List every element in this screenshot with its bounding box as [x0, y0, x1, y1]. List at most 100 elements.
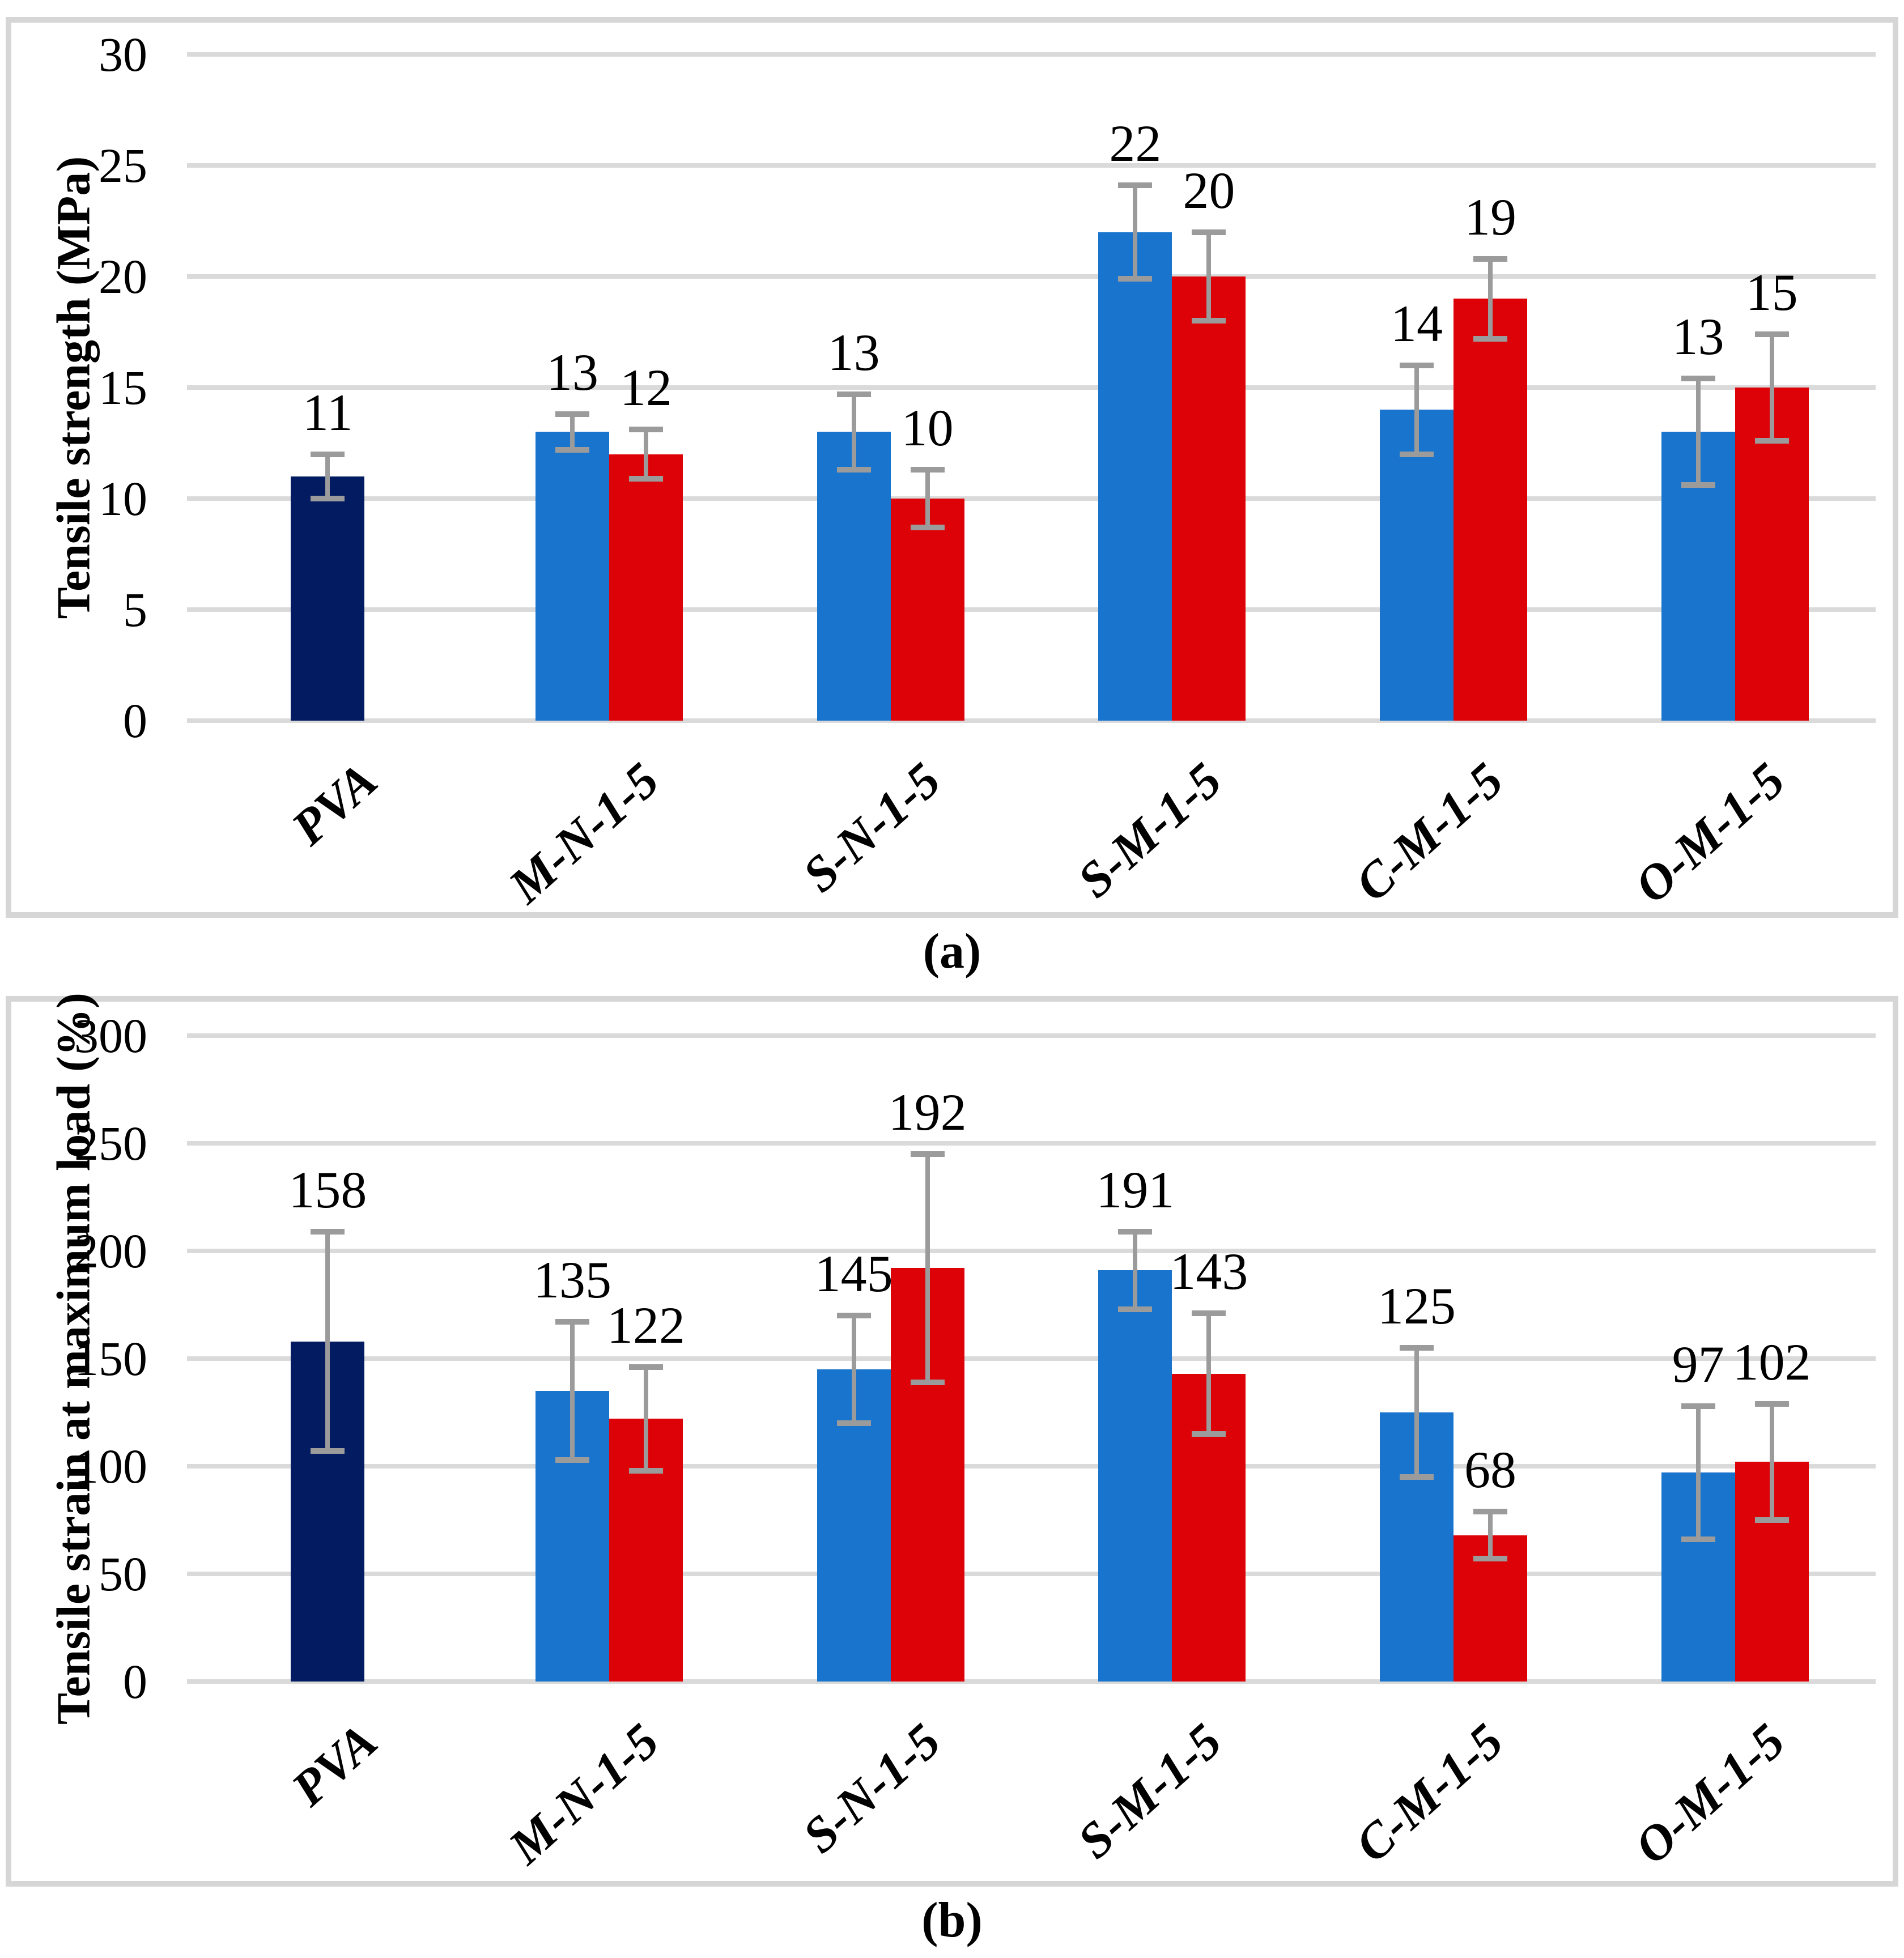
x-category-label: M-N-1-5	[499, 752, 670, 914]
y-tick-label: 300	[74, 1008, 147, 1063]
value-label: 10	[901, 399, 954, 457]
value-label: 192	[888, 1083, 967, 1141]
value-label: 11	[303, 383, 353, 441]
error-bar-line	[644, 429, 648, 479]
x-category-label: S-M-1-5	[1068, 752, 1232, 909]
value-label: 158	[288, 1160, 367, 1219]
value-label: 14	[1391, 294, 1443, 352]
value-label: 102	[1732, 1333, 1811, 1391]
error-bar-cap-top	[1192, 229, 1226, 235]
gridline	[187, 1464, 1876, 1468]
error-bar-cap-top	[1754, 1401, 1789, 1407]
gridline	[187, 496, 1876, 501]
error-bar-cap-bottom	[1681, 482, 1715, 488]
bar-red	[609, 454, 683, 721]
error-bar-line	[1414, 365, 1419, 454]
error-bar-cap-bottom	[1400, 1474, 1434, 1480]
error-bar-cap-bottom	[1473, 1556, 1507, 1562]
value-label: 97	[1672, 1335, 1724, 1393]
chart-panel-a: Tensile strength (MPa) 0 5 10 15 20 25 30 11 PVA…	[6, 17, 1898, 918]
y-tick-label: 200	[74, 1224, 147, 1278]
error-bar-line	[1133, 1231, 1138, 1309]
value-label: 122	[607, 1296, 685, 1355]
error-bar-cap-bottom	[1400, 451, 1434, 457]
error-bar-line	[1133, 185, 1138, 279]
error-bar-cap-bottom	[910, 524, 945, 530]
error-bar-cap-bottom	[836, 467, 871, 473]
error-bar-cap-top	[836, 1313, 871, 1318]
error-bar-cap-top	[910, 467, 945, 473]
bar-red	[1172, 276, 1246, 721]
value-label: 13	[1672, 308, 1724, 366]
error-bar-line	[570, 1322, 575, 1460]
gridline	[187, 607, 1876, 612]
y-tick-label: 250	[74, 1116, 147, 1170]
error-bar-line	[1695, 1406, 1701, 1540]
error-bar-cap-top	[910, 1151, 945, 1157]
value-label: 15	[1745, 263, 1798, 321]
error-bar-cap-top	[555, 1319, 589, 1325]
bar-blue	[1098, 232, 1172, 721]
error-bar-cap-bottom	[629, 1467, 663, 1474]
y-tick-label: 15	[99, 360, 147, 415]
error-bar-cap-top	[1681, 376, 1715, 382]
x-category-label: PVA	[282, 1713, 388, 1817]
value-label: 13	[827, 323, 880, 381]
error-bar-cap-top	[1118, 1228, 1153, 1235]
error-bar-line	[644, 1367, 648, 1471]
x-category-label: O-M-1-5	[1624, 1713, 1795, 1875]
y-tick-label: 0	[123, 1654, 147, 1709]
bar-blue	[1098, 1270, 1172, 1682]
error-bar-line	[1488, 1511, 1493, 1559]
gridline	[187, 1356, 1876, 1361]
y-tick-label: 30	[99, 27, 147, 82]
error-bar-cap-bottom	[1681, 1536, 1715, 1543]
error-bar-line	[325, 1231, 330, 1452]
error-bar-line	[1769, 1403, 1774, 1520]
bar-blue	[817, 432, 891, 721]
error-bar-cap-bottom	[1754, 438, 1789, 444]
value-label: 145	[814, 1245, 893, 1303]
error-bar-cap-bottom	[836, 1420, 871, 1426]
error-bar-line	[1206, 1313, 1212, 1434]
error-bar-line	[1206, 232, 1212, 321]
error-bar-cap-top	[1400, 362, 1434, 368]
error-bar-cap-top	[1473, 1508, 1507, 1514]
plot-area-b: 0 50 100 150 200 250 300 158 PVA 135 122 M-N-1-5 145…	[11, 1002, 1893, 1881]
error-bar-cap-top	[1118, 182, 1153, 189]
error-bar-line	[1488, 258, 1493, 339]
error-bar-line	[325, 454, 330, 499]
error-bar-cap-bottom	[1754, 1517, 1789, 1523]
error-bar-cap-top	[1681, 1403, 1715, 1409]
gridline	[187, 274, 1876, 279]
error-bar-cap-bottom	[1118, 275, 1153, 282]
value-label: 22	[1109, 114, 1162, 173]
error-bar-cap-top	[629, 1364, 663, 1370]
y-tick-label: 5	[123, 582, 147, 637]
y-tick-label: 150	[74, 1331, 147, 1386]
y-tick-label: 100	[74, 1439, 147, 1493]
y-tick-label: 10	[99, 471, 147, 526]
gridline	[187, 163, 1876, 168]
error-bar-cap-bottom	[1192, 1431, 1226, 1437]
error-bar-cap-top	[1192, 1310, 1226, 1317]
y-tick-label: 0	[123, 693, 147, 748]
error-bar-cap-bottom	[311, 496, 345, 501]
x-category-label: C-M-1-5	[1345, 1713, 1514, 1873]
caption-b: (b)	[921, 1893, 983, 1948]
error-bar-cap-bottom	[1473, 335, 1507, 342]
x-category-label: S-N-1-5	[792, 1713, 951, 1864]
error-bar-line	[1695, 378, 1701, 486]
error-bar-line	[570, 414, 575, 450]
gridline	[187, 1679, 1876, 1684]
error-bar-line	[851, 1316, 856, 1423]
gridline	[187, 1572, 1876, 1576]
gridline	[187, 1033, 1876, 1038]
x-category-label: S-N-1-5	[792, 752, 951, 903]
plot-area-a: 0 5 10 15 20 25 30 11 PVA 13 12 M-N-1-5 13 10 S-N-1-5 2…	[11, 23, 1893, 914]
error-bar-cap-top	[311, 451, 345, 457]
error-bar-cap-top	[1754, 331, 1789, 337]
error-bar-line	[1769, 334, 1774, 441]
bar-navy	[291, 476, 365, 721]
error-bar-line	[925, 470, 930, 527]
